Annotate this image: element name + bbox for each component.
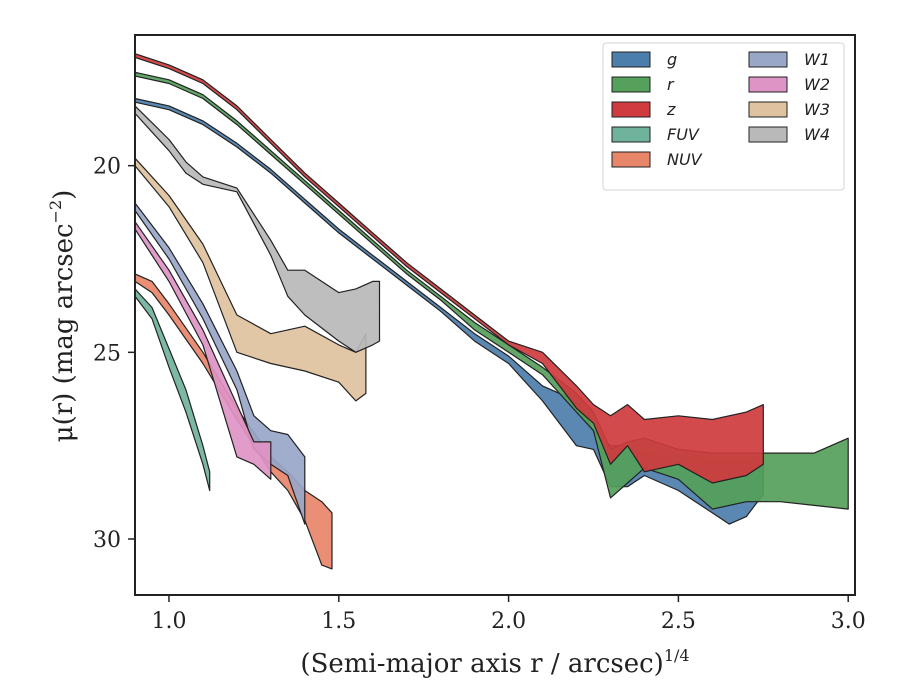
plot-frame bbox=[134, 34, 856, 596]
y-axis-title: μ(r) (mag arcsec−2) bbox=[46, 190, 79, 443]
legend-label-fuv: FUV bbox=[667, 125, 700, 144]
legend-swatch-nuv bbox=[611, 151, 651, 168]
legend-swatch-r bbox=[611, 76, 651, 93]
legend-swatch-w1 bbox=[748, 51, 788, 68]
legend-swatch-fuv bbox=[611, 126, 651, 143]
x-tick-label: 3.0 bbox=[831, 609, 866, 634]
y-axis: 20 25 30 bbox=[93, 155, 135, 553]
series-band-w2 bbox=[134, 221, 272, 480]
legend-label-w3: W3 bbox=[804, 100, 830, 119]
legend-swatch-w2 bbox=[748, 76, 788, 93]
series-band-w4 bbox=[134, 105, 381, 353]
legend-label-z: z bbox=[666, 100, 676, 119]
series-bands bbox=[134, 53, 849, 570]
x-tick-label: 1.0 bbox=[151, 609, 186, 634]
series-band-fuv bbox=[134, 288, 211, 492]
y-tick-label: 25 bbox=[93, 341, 121, 366]
legend-label-r: r bbox=[667, 75, 675, 94]
legend-swatch-w3 bbox=[748, 101, 788, 118]
legend-label-w2: W2 bbox=[804, 75, 830, 94]
series-band-z bbox=[134, 53, 764, 484]
series-band-r bbox=[134, 71, 849, 510]
legend-swatch-z bbox=[611, 101, 651, 118]
legend-swatch-w4 bbox=[748, 126, 788, 143]
legend-label-w1: W1 bbox=[804, 50, 830, 69]
y-tick-label: 30 bbox=[93, 528, 121, 553]
y-tick-label: 20 bbox=[93, 155, 121, 180]
x-tick-label: 2.5 bbox=[661, 609, 696, 634]
x-tick-label: 2.0 bbox=[491, 609, 526, 634]
legend: grz FUV NUV W1 W2 W3 W4 bbox=[602, 42, 845, 191]
x-axis-title: (Semi-major axis r / arcsec)1/4 bbox=[300, 646, 689, 679]
legend-label-g: g bbox=[667, 50, 677, 69]
series-band-w3 bbox=[134, 157, 367, 402]
legend-swatch-g bbox=[611, 51, 651, 68]
legend-label-nuv: NUV bbox=[667, 150, 703, 169]
x-axis: 1.0 1.5 2.0 2.5 3.0 bbox=[151, 595, 866, 634]
legend-label-w4: W4 bbox=[804, 125, 830, 144]
x-tick-label: 1.5 bbox=[321, 609, 356, 634]
